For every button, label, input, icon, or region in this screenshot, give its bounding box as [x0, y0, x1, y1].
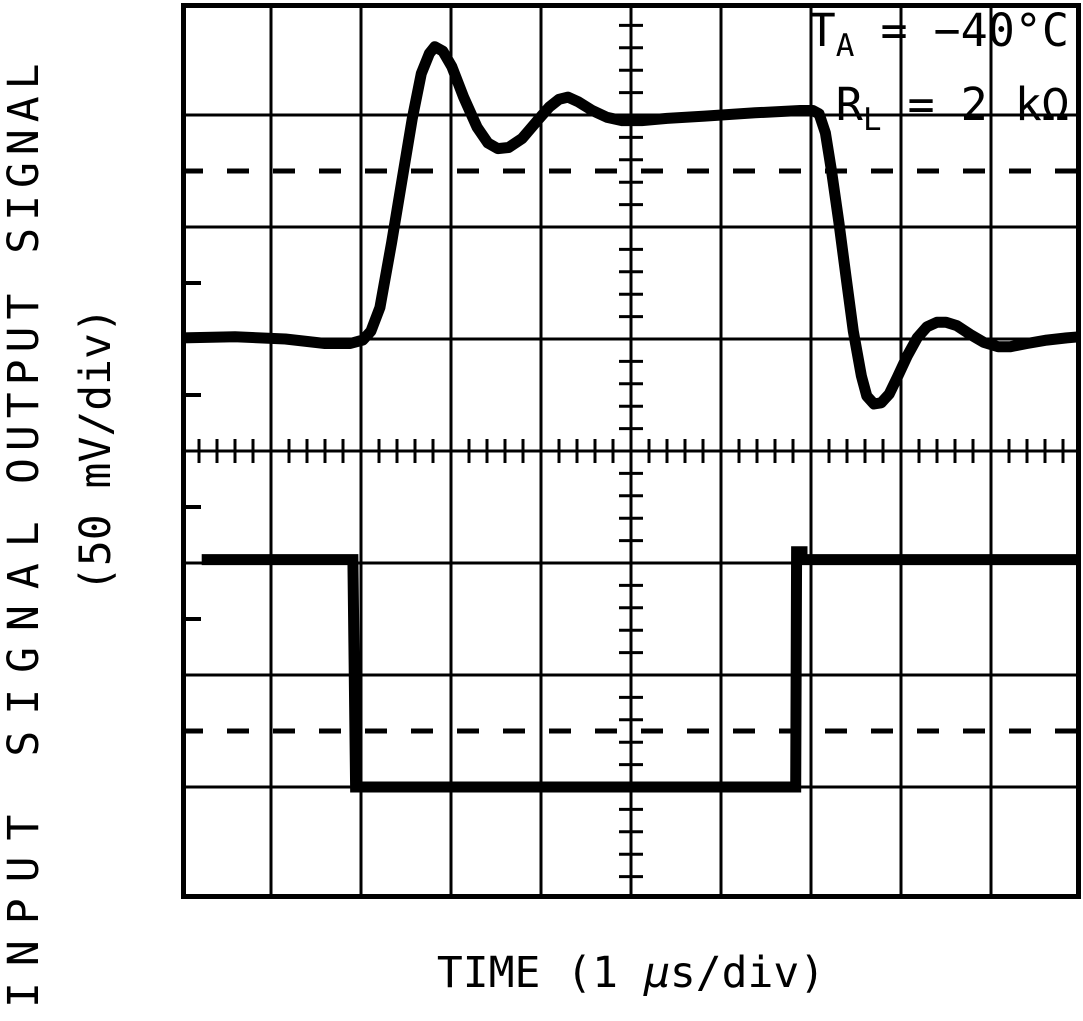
equals-sign: =	[907, 78, 935, 131]
annotation-load-value: 2 kΩ	[960, 78, 1069, 131]
y-axis-label-output-signal: OUTPUT SIGNAL	[0, 56, 49, 484]
y-axis-label-input-signal: INPUT SIGNAL	[0, 505, 49, 1008]
oscilloscope-graticule	[181, 3, 1081, 899]
input-signal-trace	[201, 546, 1080, 793]
equals-sign: =	[880, 4, 908, 57]
mu-symbol: μ	[643, 948, 670, 998]
x-axis-label: TIME (1 μs/div)	[436, 948, 826, 998]
annotation-temperature-value: −40°C	[933, 4, 1069, 57]
annotation-temperature-symbol: TA	[808, 4, 855, 64]
annotation-load-resistance: RL = 2 kΩ	[835, 78, 1069, 138]
annotation-load-symbol: RL	[835, 78, 882, 138]
plot-area	[181, 3, 1081, 899]
y-axis-units-label: (50 mV/div)	[71, 307, 121, 592]
output-signal-trace	[181, 41, 1081, 410]
annotation-temperature: TA = −40°C	[808, 4, 1069, 64]
graticule-border	[181, 3, 1081, 899]
